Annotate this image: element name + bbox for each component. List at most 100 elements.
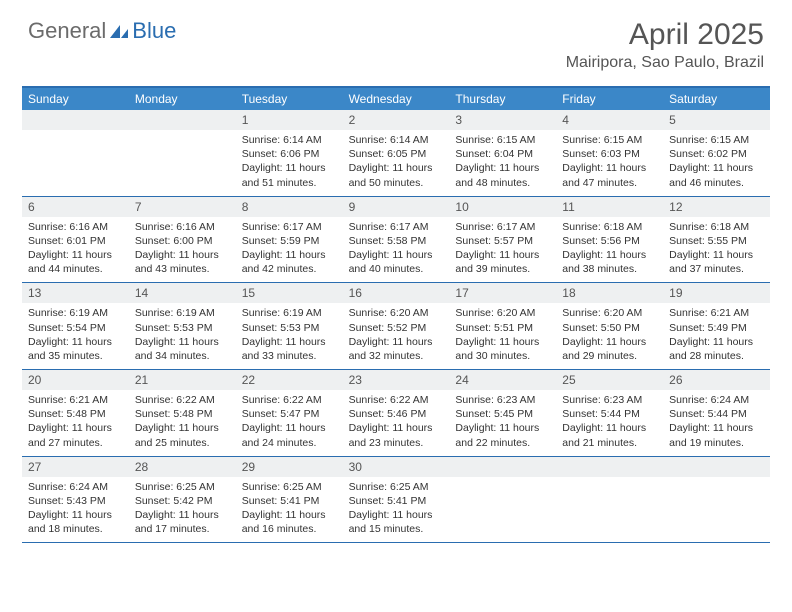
day-cell: 29Sunrise: 6:25 AMSunset: 5:41 PMDayligh… (236, 457, 343, 543)
weekday-tuesday: Tuesday (236, 88, 343, 110)
day-number: 24 (449, 370, 556, 390)
sunrise-text: Sunrise: 6:23 AM (562, 393, 657, 407)
sunset-text: Sunset: 5:49 PM (669, 321, 764, 335)
week-row: 13Sunrise: 6:19 AMSunset: 5:54 PMDayligh… (22, 283, 770, 370)
day-cell: 25Sunrise: 6:23 AMSunset: 5:44 PMDayligh… (556, 370, 663, 456)
sunset-text: Sunset: 5:46 PM (349, 407, 444, 421)
day-number: 23 (343, 370, 450, 390)
day-body: Sunrise: 6:17 AMSunset: 5:58 PMDaylight:… (343, 217, 450, 283)
day-body: Sunrise: 6:24 AMSunset: 5:43 PMDaylight:… (22, 477, 129, 543)
day-cell: 9Sunrise: 6:17 AMSunset: 5:58 PMDaylight… (343, 197, 450, 283)
sunset-text: Sunset: 5:56 PM (562, 234, 657, 248)
daylight-text: Daylight: 11 hours and 30 minutes. (455, 335, 550, 363)
day-body: Sunrise: 6:15 AMSunset: 6:02 PMDaylight:… (663, 130, 770, 196)
day-cell (663, 457, 770, 543)
daylight-text: Daylight: 11 hours and 40 minutes. (349, 248, 444, 276)
sunset-text: Sunset: 5:51 PM (455, 321, 550, 335)
day-body: Sunrise: 6:18 AMSunset: 5:56 PMDaylight:… (556, 217, 663, 283)
sunrise-text: Sunrise: 6:14 AM (349, 133, 444, 147)
sunrise-text: Sunrise: 6:19 AM (28, 306, 123, 320)
day-cell: 26Sunrise: 6:24 AMSunset: 5:44 PMDayligh… (663, 370, 770, 456)
day-cell: 15Sunrise: 6:19 AMSunset: 5:53 PMDayligh… (236, 283, 343, 369)
sunset-text: Sunset: 6:03 PM (562, 147, 657, 161)
sunset-text: Sunset: 5:47 PM (242, 407, 337, 421)
sunrise-text: Sunrise: 6:19 AM (135, 306, 230, 320)
day-body: Sunrise: 6:22 AMSunset: 5:48 PMDaylight:… (129, 390, 236, 456)
day-cell: 10Sunrise: 6:17 AMSunset: 5:57 PMDayligh… (449, 197, 556, 283)
daylight-text: Daylight: 11 hours and 51 minutes. (242, 161, 337, 189)
day-number: 7 (129, 197, 236, 217)
sunrise-text: Sunrise: 6:16 AM (135, 220, 230, 234)
daylight-text: Daylight: 11 hours and 48 minutes. (455, 161, 550, 189)
day-cell: 12Sunrise: 6:18 AMSunset: 5:55 PMDayligh… (663, 197, 770, 283)
sunset-text: Sunset: 5:59 PM (242, 234, 337, 248)
daylight-text: Daylight: 11 hours and 32 minutes. (349, 335, 444, 363)
day-number: 29 (236, 457, 343, 477)
day-body: Sunrise: 6:23 AMSunset: 5:44 PMDaylight:… (556, 390, 663, 456)
day-cell: 27Sunrise: 6:24 AMSunset: 5:43 PMDayligh… (22, 457, 129, 543)
daylight-text: Daylight: 11 hours and 25 minutes. (135, 421, 230, 449)
daylight-text: Daylight: 11 hours and 38 minutes. (562, 248, 657, 276)
sunset-text: Sunset: 5:48 PM (135, 407, 230, 421)
day-body (663, 477, 770, 539)
day-body: Sunrise: 6:18 AMSunset: 5:55 PMDaylight:… (663, 217, 770, 283)
sunset-text: Sunset: 5:41 PM (242, 494, 337, 508)
day-cell: 4Sunrise: 6:15 AMSunset: 6:03 PMDaylight… (556, 110, 663, 196)
day-cell: 8Sunrise: 6:17 AMSunset: 5:59 PMDaylight… (236, 197, 343, 283)
day-body: Sunrise: 6:25 AMSunset: 5:42 PMDaylight:… (129, 477, 236, 543)
sunrise-text: Sunrise: 6:15 AM (455, 133, 550, 147)
sunset-text: Sunset: 5:54 PM (28, 321, 123, 335)
day-number (556, 457, 663, 477)
day-body: Sunrise: 6:21 AMSunset: 5:48 PMDaylight:… (22, 390, 129, 456)
day-cell: 13Sunrise: 6:19 AMSunset: 5:54 PMDayligh… (22, 283, 129, 369)
day-body: Sunrise: 6:20 AMSunset: 5:52 PMDaylight:… (343, 303, 450, 369)
day-body: Sunrise: 6:21 AMSunset: 5:49 PMDaylight:… (663, 303, 770, 369)
sunrise-text: Sunrise: 6:21 AM (28, 393, 123, 407)
title-block: April 2025 Mairipora, Sao Paulo, Brazil (566, 18, 764, 72)
day-cell: 19Sunrise: 6:21 AMSunset: 5:49 PMDayligh… (663, 283, 770, 369)
sunrise-text: Sunrise: 6:20 AM (349, 306, 444, 320)
day-number: 19 (663, 283, 770, 303)
sunset-text: Sunset: 5:45 PM (455, 407, 550, 421)
sunset-text: Sunset: 6:04 PM (455, 147, 550, 161)
sunrise-text: Sunrise: 6:15 AM (562, 133, 657, 147)
daylight-text: Daylight: 11 hours and 34 minutes. (135, 335, 230, 363)
weekday-row: Sunday Monday Tuesday Wednesday Thursday… (22, 88, 770, 110)
day-cell: 7Sunrise: 6:16 AMSunset: 6:00 PMDaylight… (129, 197, 236, 283)
day-number (449, 457, 556, 477)
sunset-text: Sunset: 5:53 PM (242, 321, 337, 335)
day-number: 22 (236, 370, 343, 390)
day-cell: 16Sunrise: 6:20 AMSunset: 5:52 PMDayligh… (343, 283, 450, 369)
day-number: 20 (22, 370, 129, 390)
daylight-text: Daylight: 11 hours and 21 minutes. (562, 421, 657, 449)
weekday-thursday: Thursday (449, 88, 556, 110)
sunset-text: Sunset: 5:50 PM (562, 321, 657, 335)
day-body: Sunrise: 6:17 AMSunset: 5:57 PMDaylight:… (449, 217, 556, 283)
weekday-sunday: Sunday (22, 88, 129, 110)
daylight-text: Daylight: 11 hours and 16 minutes. (242, 508, 337, 536)
daylight-text: Daylight: 11 hours and 28 minutes. (669, 335, 764, 363)
logo-text-blue: Blue (132, 18, 176, 44)
sunrise-text: Sunrise: 6:15 AM (669, 133, 764, 147)
day-number: 27 (22, 457, 129, 477)
sunrise-text: Sunrise: 6:18 AM (669, 220, 764, 234)
calendar: Sunday Monday Tuesday Wednesday Thursday… (22, 86, 770, 543)
logo: General Blue (28, 18, 176, 44)
day-body (22, 130, 129, 192)
day-body: Sunrise: 6:19 AMSunset: 5:53 PMDaylight:… (129, 303, 236, 369)
logo-text-general: General (28, 18, 106, 44)
day-cell: 6Sunrise: 6:16 AMSunset: 6:01 PMDaylight… (22, 197, 129, 283)
sunrise-text: Sunrise: 6:25 AM (349, 480, 444, 494)
daylight-text: Daylight: 11 hours and 27 minutes. (28, 421, 123, 449)
daylight-text: Daylight: 11 hours and 50 minutes. (349, 161, 444, 189)
daylight-text: Daylight: 11 hours and 17 minutes. (135, 508, 230, 536)
day-body: Sunrise: 6:20 AMSunset: 5:50 PMDaylight:… (556, 303, 663, 369)
weekday-monday: Monday (129, 88, 236, 110)
day-cell: 28Sunrise: 6:25 AMSunset: 5:42 PMDayligh… (129, 457, 236, 543)
daylight-text: Daylight: 11 hours and 39 minutes. (455, 248, 550, 276)
sunrise-text: Sunrise: 6:17 AM (242, 220, 337, 234)
day-body: Sunrise: 6:22 AMSunset: 5:47 PMDaylight:… (236, 390, 343, 456)
sunrise-text: Sunrise: 6:25 AM (135, 480, 230, 494)
day-cell (556, 457, 663, 543)
daylight-text: Daylight: 11 hours and 46 minutes. (669, 161, 764, 189)
